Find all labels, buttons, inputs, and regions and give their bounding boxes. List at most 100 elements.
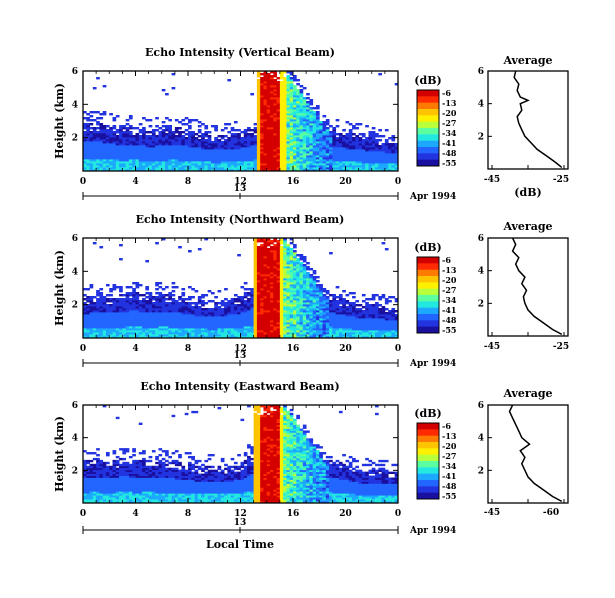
heatmap-cell — [148, 131, 153, 134]
heatmap-cell — [260, 159, 264, 162]
heatmap-cell — [289, 129, 294, 132]
heatmap-cell — [142, 141, 146, 144]
heatmap-cell — [122, 137, 127, 140]
heatmap-cell — [286, 139, 291, 142]
heatmap-cell — [289, 258, 294, 261]
heatmap-cell — [273, 121, 277, 124]
heatmap-cell — [329, 143, 333, 146]
heatmap-cell — [83, 167, 87, 170]
heatmap-cell — [302, 330, 307, 333]
heatmap-cell — [256, 326, 261, 329]
heatmap-cell — [289, 169, 294, 171]
heatmap-cell — [253, 274, 258, 277]
heatmap-cell — [348, 320, 353, 323]
heatmap-cell — [178, 159, 182, 162]
heatmap-cell — [312, 336, 317, 338]
heatmap-cell — [260, 264, 264, 267]
heatmap-cell — [230, 314, 235, 317]
heatmap-cell — [178, 246, 182, 249]
heatmap-cell — [240, 165, 245, 168]
heatmap-cell — [247, 133, 251, 136]
heatmap-cell — [263, 97, 268, 100]
heatmap-cell — [286, 149, 291, 152]
heatmap-cell — [256, 151, 261, 154]
heatmap-cell — [207, 320, 212, 323]
heatmap-cell — [266, 332, 271, 335]
heatmap-cell — [273, 336, 277, 338]
heatmap-cell — [171, 330, 176, 333]
heatmap-cell — [207, 153, 212, 156]
heatmap-cell — [270, 137, 274, 140]
heatmap-cell — [132, 322, 136, 325]
heatmap-cell — [125, 308, 130, 311]
heatmap-cell — [112, 151, 117, 154]
heatmap-cell — [178, 131, 182, 134]
heatmap-cell — [161, 332, 166, 335]
heatmap-cell — [237, 300, 241, 303]
heatmap-cell — [256, 312, 261, 315]
heatmap-cell — [263, 101, 268, 104]
heatmap-cell — [270, 103, 274, 106]
heatmap-cell — [286, 320, 291, 323]
heatmap-cell — [171, 332, 176, 335]
heatmap-cell — [371, 312, 376, 315]
heatmap-cell — [201, 294, 205, 297]
heatmap-cell — [276, 294, 281, 297]
heatmap-cell — [128, 336, 133, 338]
heatmap-cell — [299, 270, 304, 273]
heatmap-cell — [237, 306, 241, 309]
heatmap-cell — [171, 308, 176, 311]
heatmap-cell — [227, 167, 232, 170]
heatmap-cell — [286, 93, 291, 96]
heatmap-cell — [191, 332, 195, 335]
heatmap-cell — [92, 131, 97, 134]
heatmap-cell — [102, 298, 107, 301]
heatmap-cell — [125, 300, 130, 303]
heatmap-cell — [270, 141, 274, 144]
heatmap-cell — [178, 320, 182, 323]
heatmap-cell — [378, 169, 382, 171]
heatmap-cell — [325, 322, 330, 325]
heatmap-cell — [384, 153, 389, 156]
heatmap-cell — [194, 306, 199, 309]
heatmap-cell — [270, 133, 274, 136]
heatmap-cell — [286, 77, 291, 80]
heatmap-cell — [315, 316, 320, 319]
heatmap-cell — [158, 282, 163, 285]
heatmap-cell — [214, 165, 218, 168]
heatmap-cell — [368, 155, 373, 158]
heatmap-cell — [142, 149, 146, 152]
heatmap-cell — [273, 246, 277, 249]
heatmap-cell — [86, 318, 90, 321]
heatmap-cell — [358, 157, 363, 160]
heatmap-cell — [332, 328, 337, 331]
heatmap-cell — [145, 306, 150, 309]
heatmap-cell — [201, 143, 205, 146]
heatmap-cell — [286, 111, 291, 114]
heatmap-cell — [296, 91, 300, 94]
heatmap-cell — [276, 115, 281, 118]
heatmap-cell — [263, 268, 268, 271]
heatmap-cell — [312, 145, 317, 148]
heatmap-cell — [142, 153, 146, 156]
heatmap-cell — [352, 147, 356, 150]
heatmap-cell — [119, 300, 123, 303]
heatmap-cell — [378, 129, 382, 132]
heatmap-cell — [263, 308, 268, 311]
heatmap-cell — [174, 326, 179, 329]
heatmap-cell — [145, 157, 150, 160]
heatmap-cell — [86, 288, 90, 291]
heatmap-cell — [168, 131, 172, 134]
heatmap-cell — [302, 137, 307, 140]
heatmap-cell — [381, 165, 386, 168]
heatmap-cell — [155, 300, 159, 303]
heatmap-cell — [142, 151, 146, 154]
heatmap-cell — [266, 169, 271, 171]
heatmap-cell — [89, 316, 94, 319]
heatmap-cell — [253, 238, 258, 241]
heatmap-cell — [378, 145, 382, 148]
heatmap-cell — [224, 135, 228, 138]
heatmap-cell — [289, 334, 294, 337]
heatmap-cell — [224, 167, 228, 170]
heatmap-cell — [224, 326, 228, 329]
